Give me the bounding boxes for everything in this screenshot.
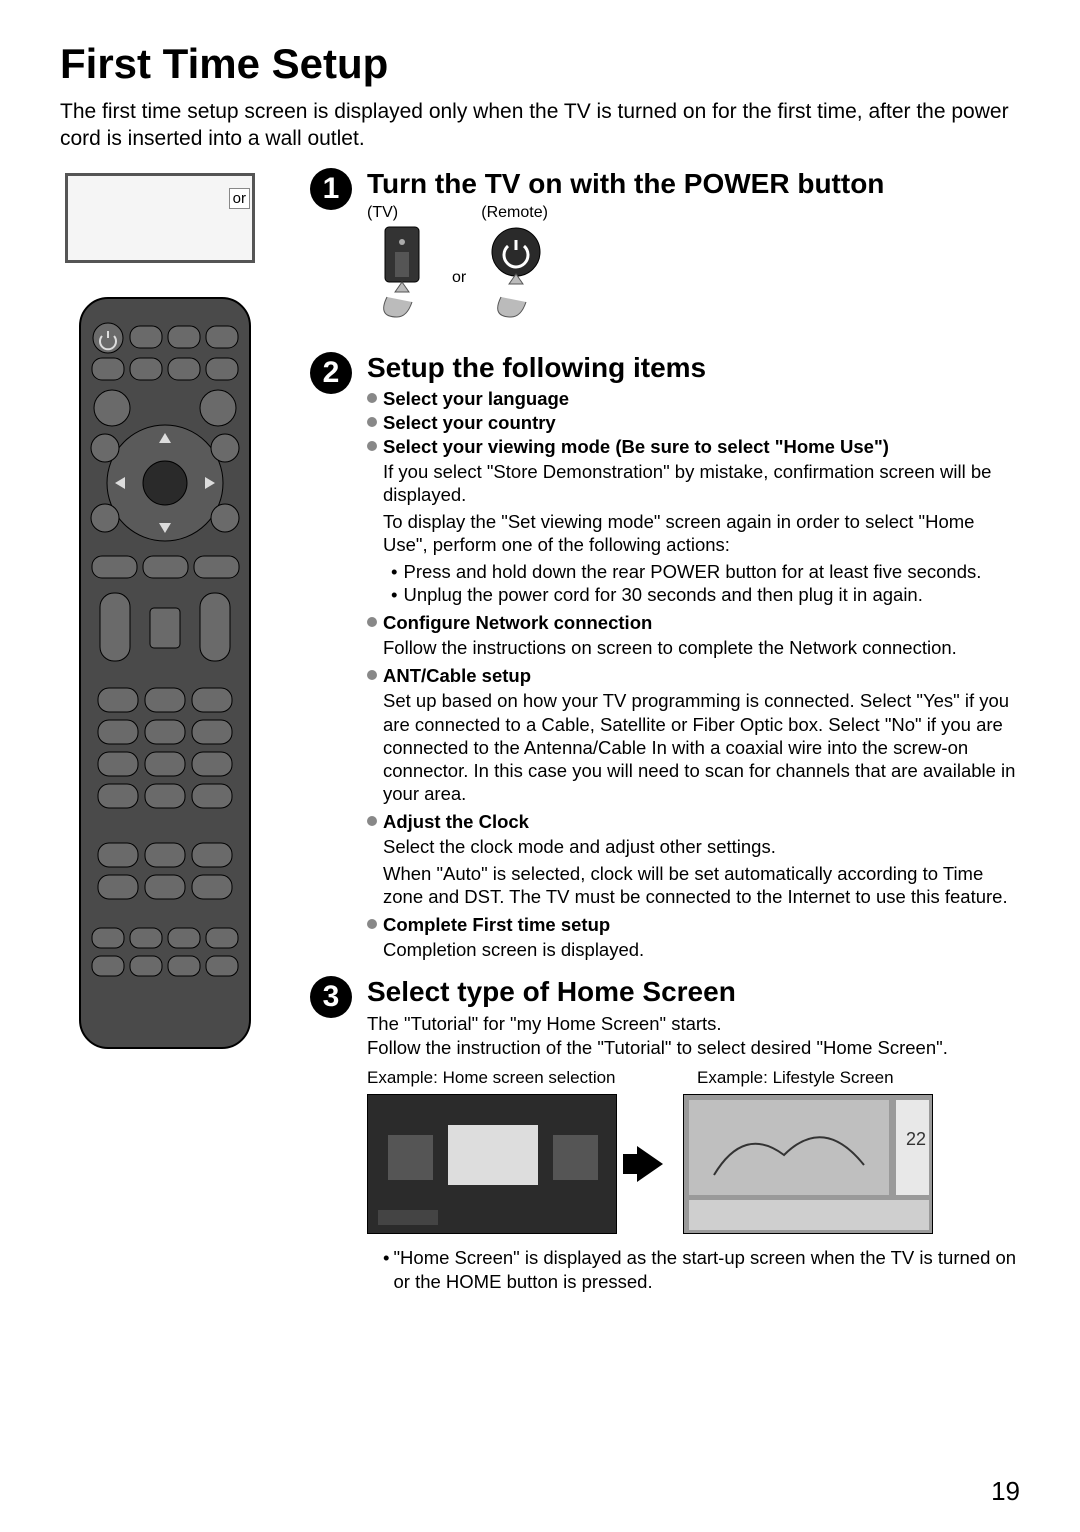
bullet-icon	[367, 393, 377, 403]
svg-text:22: 22	[906, 1129, 926, 1149]
step-number-3: 3	[310, 976, 352, 1018]
intro-text: The first time setup screen is displayed…	[60, 98, 1020, 153]
clock-text-1: Select the clock mode and adjust other s…	[383, 835, 1020, 858]
bullet-icon	[367, 919, 377, 929]
bullet-icon	[367, 617, 377, 627]
page-title: First Time Setup	[60, 40, 1020, 88]
tv-outline	[65, 173, 255, 263]
step3-text-1: The "Tutorial" for "my Home Screen" star…	[367, 1012, 1020, 1036]
bullet-icon	[367, 441, 377, 451]
tv-power-icon	[367, 222, 437, 322]
ant-text: Set up based on how your TV programming …	[383, 689, 1020, 805]
home-screen-example-2: 22	[683, 1094, 933, 1234]
tv-label: (TV)	[367, 204, 437, 222]
bullet-icon	[367, 816, 377, 826]
mode-action-2: Unplug the power cord for 30 seconds and…	[391, 583, 1020, 606]
item-complete: Complete First time setup	[383, 914, 610, 936]
item-network: Configure Network connection	[383, 612, 652, 634]
mode-text-2: To display the "Set viewing mode" screen…	[383, 510, 1020, 556]
or-label: or	[229, 188, 250, 209]
example-label-1: Example: Home screen selection	[367, 1068, 697, 1088]
step1-title: Turn the TV on with the POWER button	[367, 168, 1020, 200]
item-clock: Adjust the Clock	[383, 811, 529, 833]
step-number-2: 2	[310, 352, 352, 394]
step3-text-2: Follow the instruction of the "Tutorial"…	[367, 1036, 1020, 1060]
remote-illustration	[60, 288, 270, 1058]
home-screen-example-1	[367, 1094, 617, 1234]
home-screen-note: •"Home Screen" is displayed as the start…	[383, 1246, 1020, 1294]
complete-text: Completion screen is displayed.	[383, 938, 1020, 961]
item-ant: ANT/Cable setup	[383, 665, 531, 687]
item-language: Select your language	[383, 388, 569, 410]
step-number-1: 1	[310, 168, 352, 210]
step2-title: Setup the following items	[367, 352, 1020, 384]
bullet-icon	[367, 670, 377, 680]
example-label-2: Example: Lifestyle Screen	[697, 1068, 894, 1088]
remote-label: (Remote)	[481, 204, 551, 222]
bullet-icon	[367, 417, 377, 427]
or-label-2: or	[452, 269, 466, 287]
mode-text-1: If you select "Store Demonstration" by m…	[383, 460, 1020, 506]
item-country: Select your country	[383, 412, 556, 434]
hardware-illustrations: or	[60, 168, 290, 1304]
page-number: 19	[991, 1476, 1020, 1507]
remote-power-icon	[481, 222, 551, 322]
network-text: Follow the instructions on screen to com…	[383, 636, 1020, 659]
step3-title: Select type of Home Screen	[367, 976, 1020, 1008]
clock-text-2: When "Auto" is selected, clock will be s…	[383, 862, 1020, 908]
item-viewing-mode: Select your viewing mode (Be sure to sel…	[383, 436, 889, 458]
arrow-right-icon	[637, 1146, 663, 1182]
mode-action-1: Press and hold down the rear POWER butto…	[391, 560, 1020, 583]
